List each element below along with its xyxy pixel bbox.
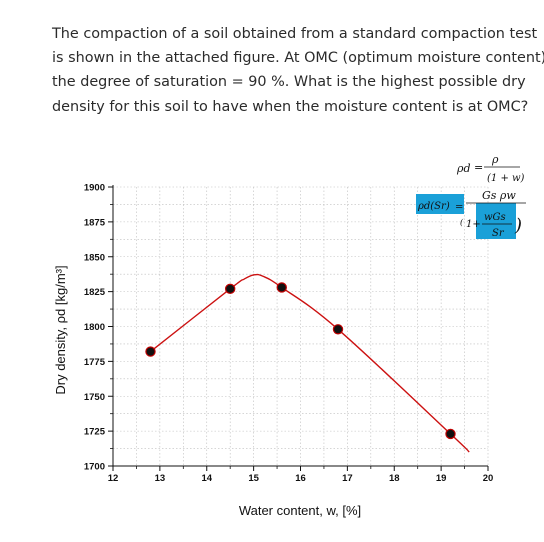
formula-sr-inner-denominator: Sr (492, 228, 505, 239)
formula-rho-d-lhs: ρd (456, 162, 471, 175)
formula-rho-d-equals: = (474, 161, 483, 174)
x-tick-label: 18 (389, 473, 400, 484)
y-axis-label: Dry density, ρd [kg/m³] (53, 265, 68, 394)
formula-sr-one-plus: 1+ (466, 219, 481, 230)
data-point (224, 283, 236, 295)
y-tick-label: 1825 (84, 287, 106, 298)
y-tick-label: 1800 (84, 322, 105, 333)
formula-highlight-right (476, 203, 516, 239)
data-point (445, 428, 456, 440)
fit-curve (150, 273, 470, 453)
y-tick-label: 1725 (84, 427, 106, 438)
x-tick-label: 20 (483, 473, 494, 484)
data-points (145, 282, 456, 440)
formula-rho-d-denominator: (1 + w) (487, 173, 525, 184)
formula-sr-lhs: ρd(Sr) (417, 201, 450, 212)
formula-rho-d: ρd = ρ (1 + w) (456, 153, 525, 184)
x-tick-label: 13 (155, 473, 166, 484)
x-tick-label: 15 (248, 473, 259, 484)
question-line-4: density for this soil to have when the m… (52, 98, 529, 115)
y-tick-label: 1900 (84, 183, 105, 194)
formula-rho-d-sr: ρd(Sr) = Gs ρw ( 1+ wGs Sr ) (416, 189, 526, 239)
data-point (332, 324, 344, 335)
question-line-1: The compaction of a soil obtained from a… (52, 26, 538, 42)
formula-rho-d-numerator: ρ (491, 153, 499, 166)
y-tick-label: 1850 (84, 252, 105, 263)
y-tick-label: 1700 (84, 462, 105, 473)
question-text: The compaction of a soil obtained from a… (52, 22, 544, 119)
x-axis-label: Water content, w, [%] (239, 503, 361, 518)
y-tick-label: 1750 (84, 392, 105, 403)
x-tick-label: 19 (436, 473, 447, 484)
fit-curve-line (150, 273, 470, 453)
x-tick-label: 16 (295, 473, 306, 484)
formula-highlight-left (416, 194, 464, 214)
y-tick-label: 1875 (84, 217, 106, 228)
data-point (276, 282, 287, 293)
formula-sr-equals: = (455, 202, 463, 213)
question-line-2: is shown in the attached figure. At OMC … (52, 50, 544, 67)
chart-grid (112, 186, 489, 467)
data-point (145, 346, 156, 357)
chart-axes (112, 185, 488, 467)
x-tick-label: 17 (342, 473, 353, 484)
formula-sr-paren-close: ) (514, 215, 522, 236)
chart-ticks: 12 13 14 15 16 17 18 19 20 1700 1725 1750 1775 1800 18… (84, 183, 493, 485)
x-tick-label: 12 (108, 473, 119, 484)
formula-sr-inner-numerator: wGs (484, 212, 506, 223)
formula-sr-numerator: Gs ρw (482, 189, 516, 202)
y-tick-label: 1775 (84, 357, 106, 368)
question-line-3: the degree of saturation = 90 %. What is… (52, 74, 526, 91)
formula-sr-paren-open: ( (460, 218, 464, 227)
x-tick-label: 14 (201, 473, 212, 484)
